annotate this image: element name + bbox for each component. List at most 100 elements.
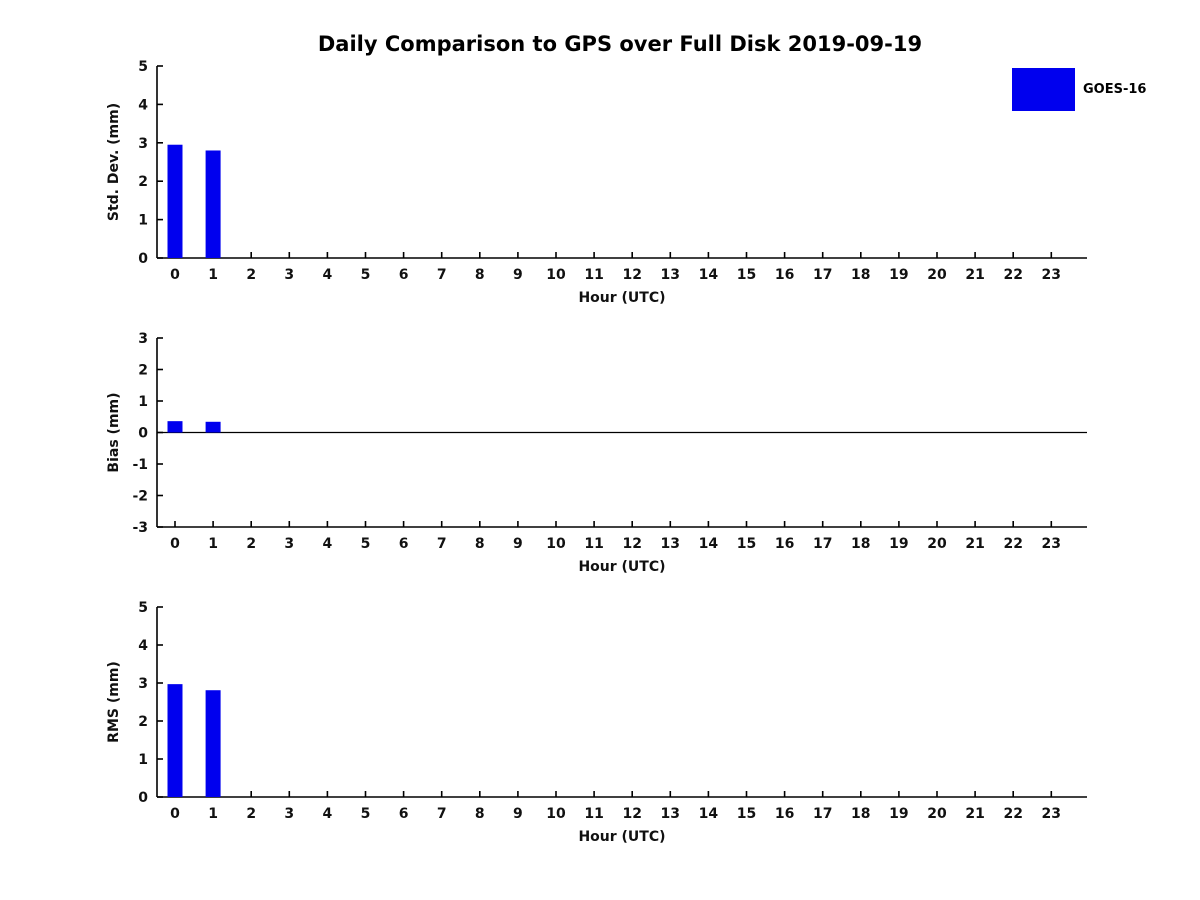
- bar-hour-0: [167, 684, 183, 797]
- x-tick-label: 12: [622, 267, 641, 283]
- y-axis-label: Std. Dev. (mm): [106, 103, 122, 221]
- bar-hour-1: [205, 150, 221, 258]
- x-tick-label: 13: [661, 267, 680, 283]
- x-tick-label: 8: [475, 267, 485, 283]
- x-tick-label: 14: [699, 536, 719, 552]
- x-tick-label: 10: [546, 806, 566, 822]
- bar-hour-1: [205, 690, 221, 797]
- x-tick-label: 4: [323, 536, 333, 552]
- x-tick-label: 16: [775, 806, 794, 822]
- bar-hour-0: [167, 144, 183, 258]
- x-tick-label: 23: [1042, 267, 1061, 283]
- legend-label: GOES-16: [1083, 82, 1147, 97]
- x-tick-label: 17: [813, 536, 832, 552]
- x-tick-label: 6: [399, 267, 409, 283]
- chart-title: Daily Comparison to GPS over Full Disk 2…: [317, 32, 923, 56]
- y-tick-label: -1: [132, 457, 148, 473]
- legend: GOES-16: [1012, 68, 1146, 111]
- x-tick-label: 1: [208, 267, 218, 283]
- x-tick-label: 18: [851, 267, 870, 283]
- x-tick-label: 6: [399, 536, 409, 552]
- y-axis-label: RMS (mm): [106, 661, 122, 743]
- y-tick-label: 0: [138, 790, 148, 806]
- y-tick-label: 1: [138, 752, 148, 768]
- x-tick-label: 2: [246, 806, 256, 822]
- x-tick-label: 7: [437, 267, 447, 283]
- y-tick-label: 1: [138, 394, 148, 410]
- x-tick-label: 5: [361, 267, 371, 283]
- x-tick-label: 11: [584, 267, 603, 283]
- y-axis-label: Bias (mm): [106, 392, 122, 472]
- x-tick-label: 15: [737, 267, 756, 283]
- x-tick-label: 10: [546, 267, 566, 283]
- x-tick-label: 8: [475, 536, 485, 552]
- x-tick-label: 22: [1003, 806, 1022, 822]
- x-tick-label: 9: [513, 267, 523, 283]
- x-tick-label: 5: [361, 806, 371, 822]
- x-axis-label: Hour (UTC): [578, 829, 665, 845]
- x-tick-label: 8: [475, 806, 485, 822]
- x-tick-label: 20: [927, 536, 947, 552]
- x-tick-label: 20: [927, 267, 947, 283]
- y-tick-label: 5: [138, 600, 148, 616]
- x-tick-label: 20: [927, 806, 947, 822]
- x-tick-label: 12: [622, 806, 641, 822]
- x-tick-label: 3: [284, 806, 294, 822]
- x-tick-label: 23: [1042, 536, 1061, 552]
- x-tick-label: 13: [661, 806, 680, 822]
- x-tick-label: 0: [170, 806, 180, 822]
- x-tick-label: 1: [208, 536, 218, 552]
- x-tick-label: 12: [622, 536, 641, 552]
- x-tick-label: 7: [437, 536, 447, 552]
- x-tick-label: 4: [323, 806, 333, 822]
- x-tick-label: 0: [170, 536, 180, 552]
- x-tick-label: 19: [889, 536, 908, 552]
- x-tick-label: 17: [813, 806, 832, 822]
- x-tick-label: 0: [170, 267, 180, 283]
- x-tick-label: 5: [361, 536, 371, 552]
- x-tick-label: 11: [584, 806, 603, 822]
- y-tick-label: 1: [138, 213, 148, 229]
- x-tick-label: 22: [1003, 267, 1022, 283]
- x-tick-label: 9: [513, 806, 523, 822]
- y-tick-label: 2: [138, 174, 148, 190]
- x-tick-label: 15: [737, 806, 756, 822]
- x-tick-label: 16: [775, 536, 794, 552]
- x-tick-label: 21: [965, 806, 984, 822]
- x-tick-label: 7: [437, 806, 447, 822]
- x-tick-label: 2: [246, 536, 256, 552]
- x-tick-label: 2: [246, 267, 256, 283]
- y-tick-label: 0: [138, 251, 148, 267]
- x-tick-label: 18: [851, 806, 870, 822]
- bar-hour-0: [167, 421, 183, 433]
- y-tick-label: 2: [138, 714, 148, 730]
- x-tick-label: 18: [851, 536, 870, 552]
- y-tick-label: 4: [138, 97, 148, 113]
- y-tick-label: -3: [132, 520, 148, 536]
- y-tick-label: 3: [138, 331, 148, 347]
- x-tick-label: 14: [699, 806, 719, 822]
- x-tick-label: 23: [1042, 806, 1061, 822]
- x-tick-label: 10: [546, 536, 566, 552]
- x-tick-label: 19: [889, 806, 908, 822]
- y-tick-label: 0: [138, 426, 148, 442]
- x-tick-label: 6: [399, 806, 409, 822]
- legend-swatch-goes16: [1012, 68, 1075, 111]
- x-tick-label: 11: [584, 536, 603, 552]
- y-tick-label: 2: [138, 363, 148, 379]
- x-tick-label: 9: [513, 536, 523, 552]
- x-tick-label: 21: [965, 536, 984, 552]
- x-tick-label: 3: [284, 536, 294, 552]
- x-tick-label: 16: [775, 267, 794, 283]
- x-axis-label: Hour (UTC): [578, 290, 665, 306]
- x-tick-label: 4: [323, 267, 333, 283]
- y-tick-label: 3: [138, 676, 148, 692]
- bar-hour-1: [205, 421, 221, 433]
- x-tick-label: 21: [965, 267, 984, 283]
- y-tick-label: -2: [132, 489, 148, 505]
